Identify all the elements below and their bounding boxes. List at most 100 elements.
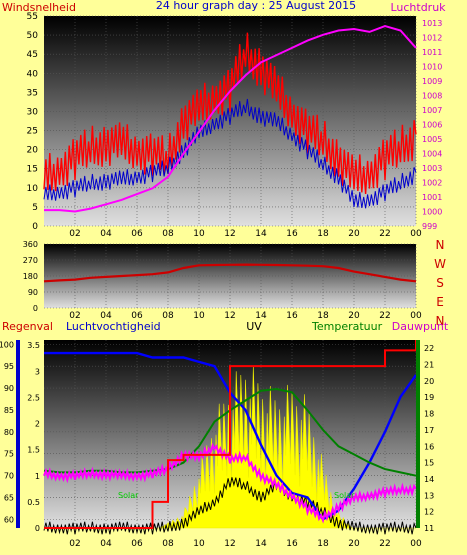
rain-y-tick-label: 2 [35, 420, 40, 429]
wind-y-tick-label: 35 [27, 88, 38, 98]
temperature-y-tick-label: 15 [424, 459, 434, 468]
wind-y-tick-label: 20 [27, 146, 39, 156]
rain-y-tick-label: 1 [35, 472, 40, 481]
temperature-y-tick-label: 16 [424, 442, 434, 451]
chart2-x-tick-label: 04 [100, 311, 112, 321]
humidity-y-tick-label: 70 [4, 472, 14, 481]
pressure-y-tick-label: 1008 [422, 92, 442, 101]
wind-y-tick-label: 40 [27, 69, 39, 79]
pressure-y-tick-label: 1006 [422, 121, 442, 130]
humidity-y-tick-label: 65 [4, 493, 14, 502]
uv-label: UV [246, 320, 262, 333]
chart1-x-tick-label: 08 [162, 229, 174, 239]
chart2-x-tick-label: 08 [162, 311, 174, 321]
humidity-y-tick-label: 75 [4, 450, 14, 459]
chart1-x-tick-label: 18 [317, 229, 329, 239]
pressure-y-tick-label: 1002 [422, 179, 442, 188]
wind-y-tick-label: 30 [27, 107, 39, 117]
chart3-x-tick-label: 16 [286, 539, 298, 549]
chart3-x-tick-label: 12 [224, 539, 235, 549]
humidity-y-tick-label: 85 [4, 406, 14, 415]
pressure-label: Luchtdruk [390, 1, 446, 14]
wind-y-tick-label: 0 [32, 222, 38, 232]
chart2-x-tick-label: 12 [224, 311, 235, 321]
chart2-x-tick-label: 22 [379, 311, 390, 321]
temperature-y-tick-label: 21 [424, 361, 434, 370]
direction-y-tick-label: 360 [23, 240, 38, 249]
temperature-y-tick-label: 11 [424, 524, 434, 533]
direction-y-tick-label: 180 [23, 272, 38, 281]
solar-series [43, 477, 417, 535]
direction-y-tick-label: 270 [23, 256, 38, 265]
rain-y-tick-label: 0 [35, 524, 40, 533]
chart3-x-tick-label: 14 [255, 539, 267, 549]
chart1-x-tick-label: 02 [69, 229, 80, 239]
rain-series [44, 340, 417, 529]
chart3-x-tick-label: 22 [379, 539, 390, 549]
humidity-y-tick-label: 90 [4, 384, 14, 393]
temperature-axis-bar [416, 340, 420, 528]
solar-label-left: Solar [118, 491, 139, 500]
chart3-x-tick-label: 02 [69, 539, 80, 549]
humidity-y-tick-label: 60 [4, 515, 14, 524]
chart2-x-tick-label: 20 [348, 311, 360, 321]
temperature-y-tick-label: 17 [424, 426, 434, 435]
pressure-series [44, 25, 417, 213]
chart3-x-tick-label: 08 [162, 539, 174, 549]
pressure-y-tick-label: 1004 [422, 150, 442, 159]
chart2-x-tick-label: 14 [255, 311, 267, 321]
pressure-y-tick-label: 1007 [422, 106, 442, 115]
temperature-y-tick-label: 13 [424, 491, 434, 500]
wind-y-tick-label: 15 [27, 165, 38, 175]
pressure-y-tick-label: 1012 [422, 34, 442, 43]
chart1-x-tick-label: 16 [286, 229, 298, 239]
wind-average-series [43, 98, 417, 209]
chart3-x-tick-label: 06 [131, 539, 143, 549]
compass-label: E [436, 295, 444, 309]
temperature-label: Temperatuur [311, 320, 383, 333]
humidity-y-tick-label: 95 [4, 362, 14, 371]
pressure-y-tick-label: 1009 [422, 77, 442, 86]
wind-y-tick-label: 5 [32, 203, 38, 213]
chart2-x-tick-label: 00 [410, 311, 422, 321]
rain-y-tick-label: 3 [35, 367, 40, 376]
temperature-y-tick-label: 22 [424, 344, 434, 353]
pressure-y-tick-label: 999 [422, 222, 437, 231]
solar-label-right: Solar [334, 491, 355, 500]
pressure-y-tick-label: 1001 [422, 193, 442, 202]
chart3-x-tick-label: 00 [410, 539, 422, 549]
rain-y-tick-label: 1.5 [27, 446, 40, 455]
pressure-y-tick-label: 1013 [422, 19, 442, 28]
humidity-y-tick-label: 100 [0, 340, 14, 349]
chart2-x-tick-label: 06 [131, 311, 143, 321]
dewpoint-label: Dauwpunt [392, 320, 449, 333]
chart3-x-tick-label: 04 [100, 539, 112, 549]
wind-gust-series [43, 32, 417, 194]
chart2-x-tick-label: 18 [317, 311, 329, 321]
humidity-y-tick-label: 80 [4, 428, 14, 437]
temperature-y-tick-label: 20 [424, 377, 434, 386]
pressure-y-tick-label: 1011 [422, 48, 442, 57]
wind-y-tick-label: 10 [27, 184, 39, 194]
temperature-y-tick-label: 18 [424, 410, 434, 419]
compass-label: W [434, 257, 446, 271]
chart1-title: 24 hour graph day : 25 August 2015 [156, 0, 356, 12]
chart1-x-tick-label: 12 [224, 229, 235, 239]
chart2-x-tick-label: 10 [193, 311, 205, 321]
wind-y-tick-label: 50 [27, 31, 39, 41]
pressure-y-tick-label: 1003 [422, 164, 442, 173]
rain-y-tick-label: 0.5 [27, 498, 40, 507]
wind-y-tick-label: 25 [27, 127, 38, 137]
chart3-x-tick-label: 20 [348, 539, 360, 549]
chart2-x-tick-label: 02 [69, 311, 80, 321]
chart1-x-tick-label: 00 [410, 229, 422, 239]
humidity-label: Luchtvochtigheid [66, 320, 161, 333]
rain-y-tick-label: 2.5 [27, 393, 40, 402]
chart1-x-tick-label: 14 [255, 229, 267, 239]
pressure-y-tick-label: 1010 [422, 63, 442, 72]
rain-y-tick-label: 3.5 [27, 341, 40, 350]
pressure-y-tick-label: 1000 [422, 208, 442, 217]
wind-y-tick-label: 55 [27, 12, 38, 22]
compass-label: N [436, 314, 445, 328]
chart1-x-tick-label: 22 [379, 229, 390, 239]
